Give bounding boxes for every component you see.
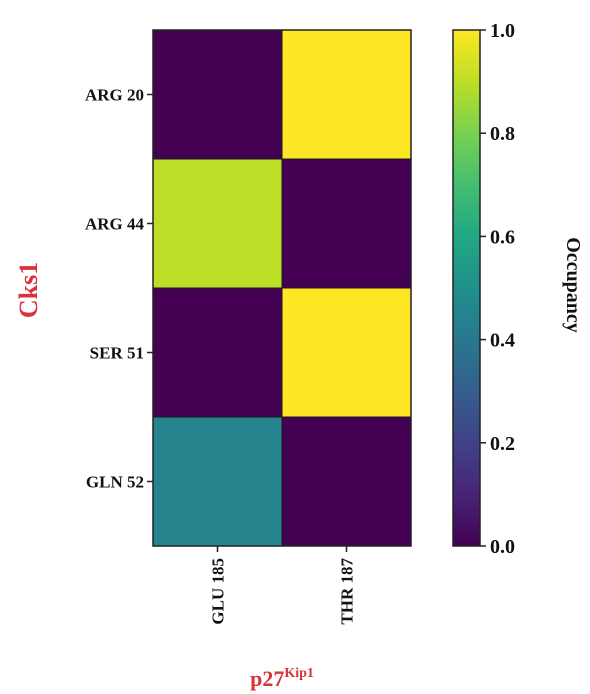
y-axis-title: Cks1 [14,262,43,318]
colorbar: 0.0 0.2 0.4 0.6 0.8 1.0 [452,20,515,558]
y-tick-label: ARG 44 [85,215,145,234]
colorbar-gradient [452,29,481,547]
heatmap-cell-1-2 [281,29,412,160]
y-axis: ARG 20 ARG 44 SER 51 GLN 52 [85,86,153,492]
heatmap-cell-2-1 [152,158,283,289]
colorbar-tick-label: 0.4 [490,330,515,352]
heatmap-cell-4-1 [152,416,283,547]
heatmap-cell-2-2 [281,158,412,289]
y-tick-label: ARG 20 [85,86,144,105]
colorbar-tick-label: 0.8 [490,123,515,145]
y-tick-label: GLN 52 [86,473,144,492]
plot-frame [152,29,412,547]
colorbar-tick-label: 0.0 [490,536,515,558]
y-tick-label: SER 51 [90,344,144,363]
heatmap-cell-1-1 [152,29,283,160]
x-tick-label: THR 187 [338,558,357,625]
x-axis: GLU 185 THR 187 [209,546,357,625]
x-tick-label: GLU 185 [209,558,228,625]
heatmap-cell-4-2 [281,416,412,547]
x-axis-title-superscript: Kip1 [284,666,314,681]
colorbar-tick-label: 1.0 [490,20,515,42]
colorbar-tick-label: 0.6 [490,226,515,248]
colorbar-tick-label: 0.2 [490,433,515,455]
heatmap-cells [152,29,412,547]
colorbar-label: Occupancy [562,237,584,333]
heatmap-cell-3-1 [152,287,283,418]
heatmap-cell-3-2 [281,287,412,418]
x-axis-title: p27Kip1 [250,666,314,691]
x-axis-title-main: p27 [250,666,284,691]
